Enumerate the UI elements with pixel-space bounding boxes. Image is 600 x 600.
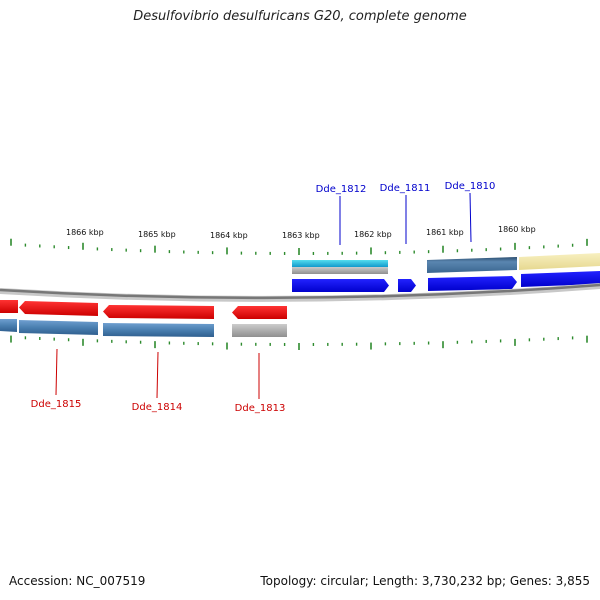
scale-label-1862: 1862 kbp bbox=[354, 230, 392, 239]
accession-text: Accession: NC_007519 bbox=[9, 574, 146, 588]
reverse-gene-track bbox=[0, 300, 287, 319]
gene-arrow-next[interactable] bbox=[521, 271, 600, 287]
leader-line-dde-1810 bbox=[469, 192, 472, 243]
genome-backbone bbox=[0, 283, 600, 300]
scale-label-1860: 1860 kbp bbox=[498, 225, 536, 234]
scale-label-1864: 1864 kbp bbox=[210, 231, 248, 240]
cog-block-dde-1812-b[interactable] bbox=[292, 267, 388, 274]
cog-block-dde-1812[interactable] bbox=[292, 260, 388, 267]
gene-label-dde-1814[interactable]: Dde_1814 bbox=[132, 402, 183, 413]
cog-block-dde-1813[interactable] bbox=[232, 324, 287, 337]
cog-block-dde-1815[interactable] bbox=[19, 320, 98, 335]
genome-summary-text: Topology: circular; Length: 3,730,232 bp… bbox=[260, 574, 590, 588]
gene-label-dde-1813[interactable]: Dde_1813 bbox=[235, 403, 286, 414]
forward-cog-track bbox=[292, 253, 600, 274]
gene-arrow-dde-1812[interactable] bbox=[292, 279, 389, 292]
gene-arrow-dde-1815[interactable] bbox=[19, 301, 98, 316]
leader-line-dde-1814 bbox=[156, 351, 159, 399]
gene-label-dde-1811[interactable]: Dde_1811 bbox=[380, 183, 431, 194]
gene-arrow-dde-1811[interactable] bbox=[398, 279, 416, 292]
scale-label-1865: 1865 kbp bbox=[138, 230, 176, 239]
gene-arrow-prev[interactable] bbox=[0, 300, 18, 313]
scale-label-1863: 1863 kbp bbox=[282, 231, 320, 240]
gene-label-dde-1812[interactable]: Dde_1812 bbox=[316, 184, 367, 195]
scale-label-1861: 1861 kbp bbox=[426, 228, 464, 237]
cog-block-dde-1814[interactable] bbox=[103, 323, 214, 337]
cog-block-prev[interactable] bbox=[0, 319, 17, 332]
gene-label-dde-1815[interactable]: Dde_1815 bbox=[31, 399, 82, 410]
gene-arrow-dde-1810[interactable] bbox=[428, 276, 517, 291]
gene-arrow-dde-1814[interactable] bbox=[103, 305, 214, 319]
cog-block-next[interactable] bbox=[519, 253, 600, 270]
gene-label-dde-1810[interactable]: Dde_1810 bbox=[445, 181, 496, 192]
scale-ticks-bottom bbox=[10, 335, 588, 350]
scale-ticks-top bbox=[10, 238, 588, 255]
cog-block-dde-1810[interactable] bbox=[427, 257, 517, 273]
forward-gene-track bbox=[292, 271, 600, 292]
scale-label-1866: 1866 kbp bbox=[66, 228, 104, 237]
gene-arrow-dde-1813[interactable] bbox=[232, 306, 287, 319]
map-title: Desulfovibrio desulfuricans G20, complet… bbox=[133, 9, 467, 24]
reverse-cog-track bbox=[0, 319, 287, 337]
leader-line-dde-1815 bbox=[55, 348, 58, 396]
